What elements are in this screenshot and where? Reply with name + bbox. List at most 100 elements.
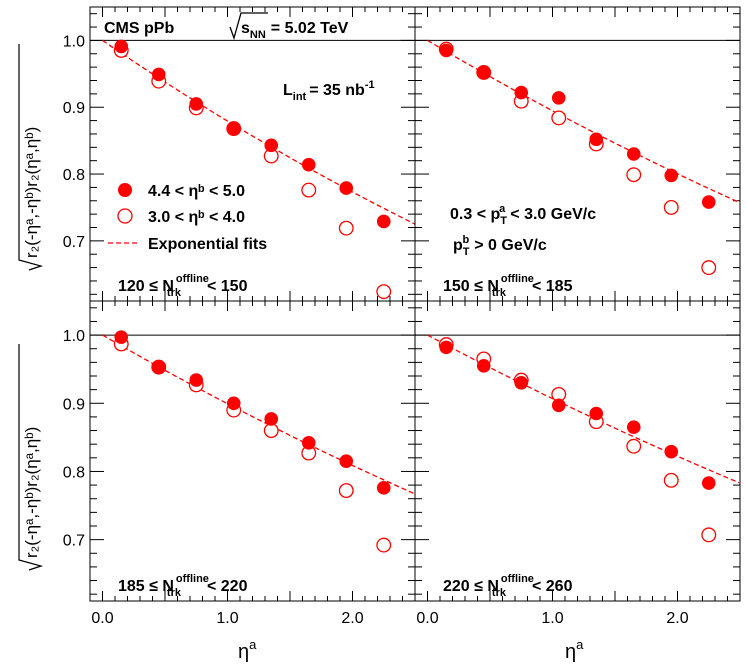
sqrt-sign [229, 12, 268, 41]
open-marker [338, 220, 354, 236]
filled-marker [301, 436, 316, 450]
filled-marker [189, 97, 204, 111]
open-marker [626, 438, 642, 454]
pt-b-cut: pTb > 0 GeV/c [453, 234, 547, 258]
energy-sub: NN [250, 29, 266, 41]
filled-marker [514, 376, 529, 390]
legend-filled-label: 4.4 < ηᵇ < 5.0 [148, 183, 245, 200]
x-axis-title-right: ηa [565, 637, 584, 663]
x-tick-label: 1.0 [216, 610, 238, 627]
filled-marker [589, 132, 604, 147]
x-axis-title-left: ηa [238, 637, 257, 663]
legend-open-label: 3.0 < ηᵇ < 4.0 [148, 209, 245, 226]
y-tick-label: 0.9 [63, 100, 85, 117]
legend-filled-marker [118, 183, 132, 197]
filled-marker [151, 360, 166, 374]
filled-marker [626, 420, 641, 434]
open-marker [626, 167, 642, 183]
y-axis-title-top: r₂(-ηᵃ,-ηᵇ)r₂(ηᵃ,ηᵇ) [18, 44, 44, 271]
svg-text:r₂(-ηᵃ,-ηᵇ)r₂(ηᵃ,ηᵇ): r₂(-ηᵃ,-ηᵇ)r₂(ηᵃ,ηᵇ) [22, 427, 41, 558]
filled-marker [226, 396, 241, 411]
filled-marker [476, 65, 491, 80]
energy-label: s [241, 20, 250, 37]
open-marker [301, 182, 317, 198]
filled-marker [439, 340, 454, 355]
filled-marker [339, 181, 354, 195]
filled-marker [301, 157, 316, 172]
filled-marker [226, 121, 241, 136]
open-marker [263, 423, 279, 438]
exponential-fit-line [427, 39, 741, 204]
svg-text:r₂(-ηᵃ,-ηᵇ)r₂(ηᵃ,ηᵇ): r₂(-ηᵃ,-ηᵇ)r₂(ηᵃ,ηᵇ) [22, 127, 41, 258]
energy-value: = 5.02 TeV [271, 20, 349, 37]
open-marker [338, 483, 354, 498]
x-tick-label: 1.0 [541, 610, 563, 627]
filled-marker [439, 43, 454, 58]
filled-marker [589, 406, 604, 421]
filled-marker [476, 358, 491, 373]
filled-marker [264, 412, 279, 426]
y-axis-title-bottom: r₂(-ηᵃ,-ηᵇ)r₂(ηᵃ,ηᵇ) [18, 344, 44, 571]
open-marker [551, 110, 567, 126]
y-tick-label: 0.7 [63, 533, 85, 550]
filled-marker [514, 85, 529, 100]
legend-fit-label: Exponential fits [148, 236, 267, 253]
legend-open-marker [117, 208, 133, 224]
x-tick-label: 0.0 [416, 610, 438, 627]
experiment-label: CMS pPb [104, 20, 174, 37]
y-tick-label: 0.7 [63, 234, 85, 251]
exponential-fit-line [102, 334, 416, 495]
filled-marker [701, 476, 716, 490]
svg-text:Lint= 35 nb-1: Lint = 35 nb-1 [283, 79, 375, 103]
filled-marker [701, 195, 716, 209]
svg-text:sNN= 5.02 TeV: sNN = 5.02 TeV [241, 20, 349, 41]
exponential-fit-line [427, 334, 741, 484]
filled-marker [189, 373, 204, 387]
filled-marker [376, 214, 391, 229]
experiment-header: CMS pPb sNN = 5.02 TeV [104, 12, 349, 41]
open-marker [376, 284, 392, 300]
filled-marker [551, 398, 566, 413]
panel-frame [414, 300, 741, 602]
y-tick-label: 0.8 [63, 464, 85, 481]
open-marker [701, 260, 717, 276]
y-tick-label: 0.9 [63, 396, 85, 413]
filled-marker [114, 330, 129, 344]
filled-marker [339, 454, 354, 469]
filled-marker [664, 444, 679, 459]
filled-marker [551, 91, 566, 105]
open-marker [701, 527, 717, 543]
filled-marker [114, 39, 129, 54]
filled-marker [264, 138, 279, 153]
open-marker [376, 537, 392, 553]
filled-marker [664, 168, 679, 183]
luminosity-label: Lint = 35 nb-1 [283, 79, 375, 103]
y-tick-label: 1.0 [63, 33, 85, 50]
x-tick-label: 2.0 [341, 610, 363, 627]
filled-marker [151, 67, 166, 82]
open-marker [663, 472, 679, 488]
y-tick-label: 0.8 [63, 167, 85, 184]
open-marker [663, 200, 679, 215]
pt-a-cut: 0.3 < pTa < 3.0 GeV/c [450, 203, 596, 227]
panel-frame [89, 6, 416, 302]
exponential-fit-line [102, 39, 416, 225]
y-tick-label: 1.0 [63, 328, 85, 345]
x-tick-label: 2.0 [666, 610, 688, 627]
filled-marker [626, 147, 641, 161]
x-tick-label: 0.0 [91, 610, 113, 627]
legend: 4.4 < ηᵇ < 5.0 3.0 < ηᵇ < 4.0 Exponentia… [108, 183, 267, 253]
svg-text:CMS pPb: CMS pPb [104, 20, 174, 37]
panel-frame [89, 300, 416, 602]
kinematic-cuts: 0.3 < pTa < 3.0 GeV/c pTb > 0 GeV/c [450, 203, 596, 258]
